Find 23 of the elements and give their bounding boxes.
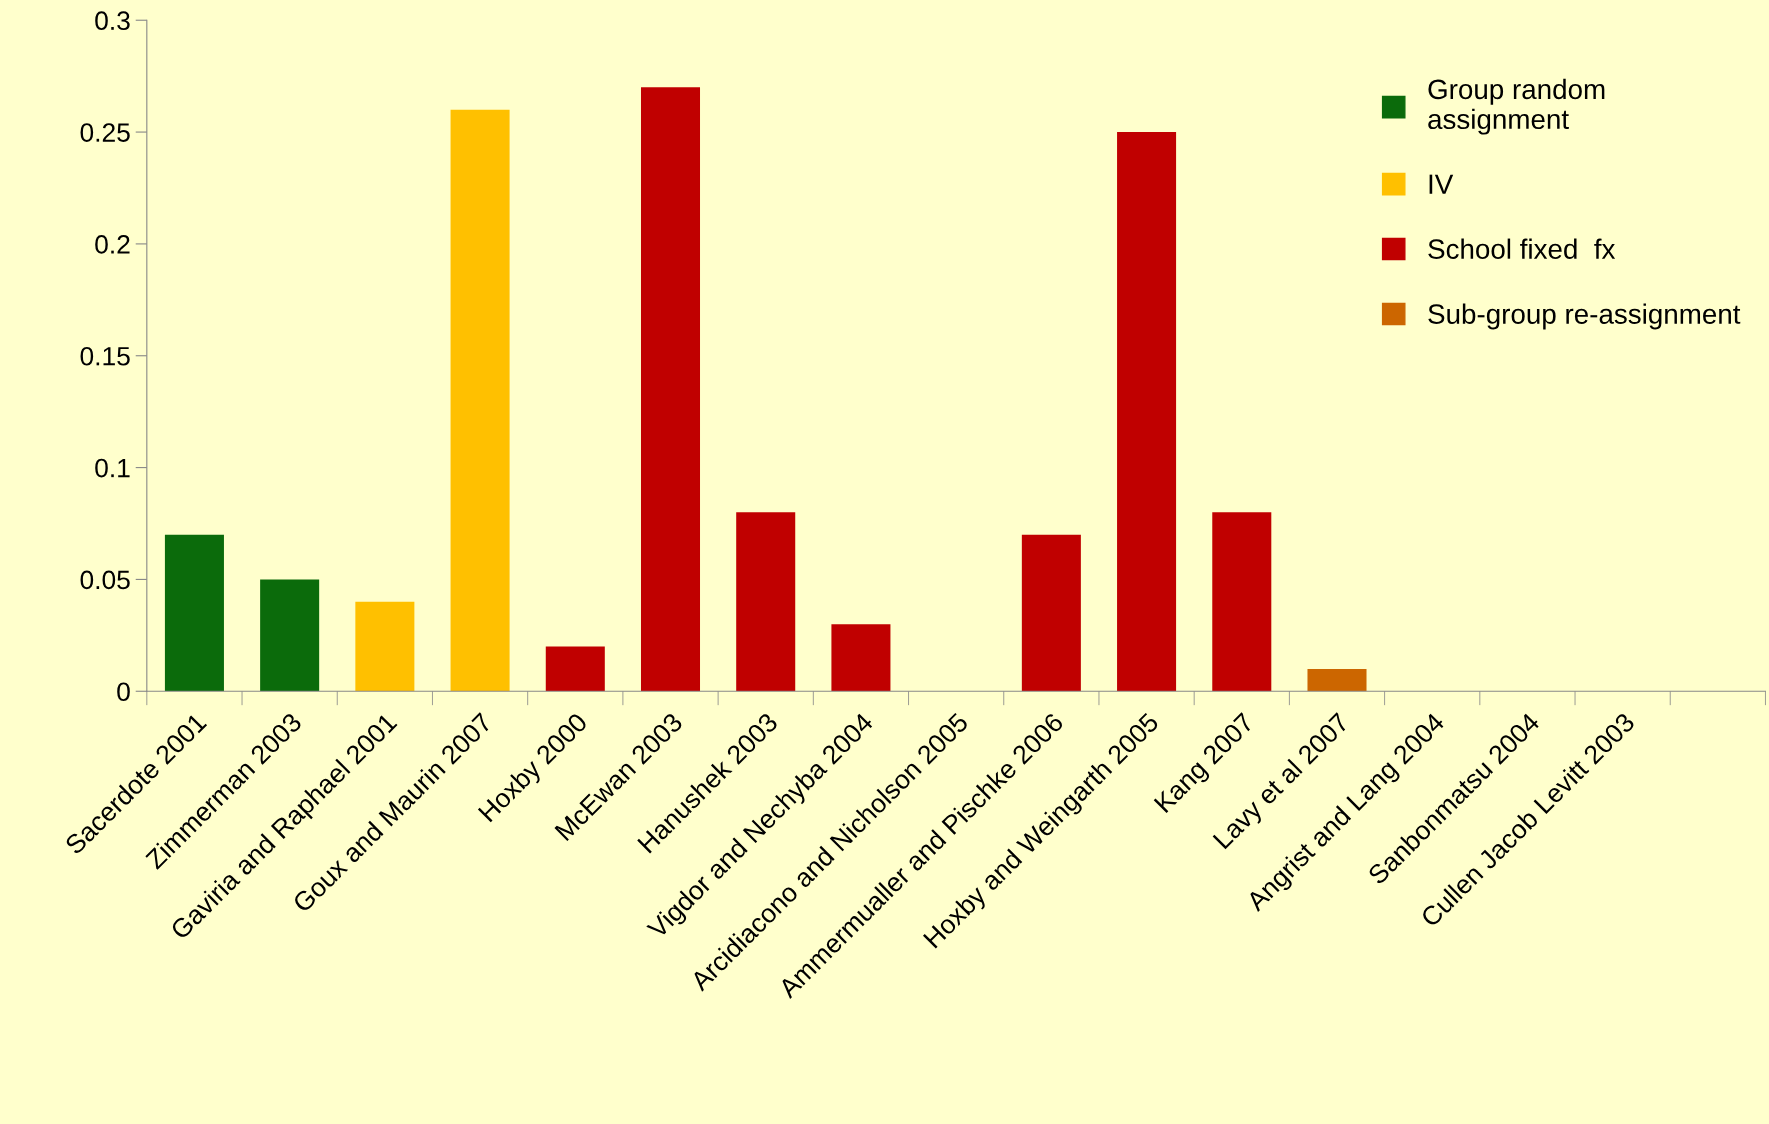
bar bbox=[450, 109, 510, 692]
y-tick-label: 0.2 bbox=[95, 235, 130, 254]
bar bbox=[545, 646, 605, 692]
y-tick-label: 0.05 bbox=[80, 570, 130, 590]
bar bbox=[736, 512, 796, 692]
bar bbox=[164, 534, 224, 692]
bar bbox=[1117, 132, 1177, 692]
y-tick-label: 0.15 bbox=[80, 346, 130, 366]
bar bbox=[831, 624, 891, 692]
bar bbox=[1212, 512, 1272, 692]
legend-label: Sub-group re-assignment bbox=[1428, 303, 1741, 330]
bar bbox=[260, 579, 320, 692]
y-tick-label: 0.25 bbox=[80, 123, 130, 142]
legend-label: IV bbox=[1429, 174, 1454, 194]
bar bbox=[355, 601, 415, 692]
y-tick-label: 0 bbox=[117, 682, 130, 702]
legend-label: Group random assignment bbox=[1428, 78, 1605, 135]
y-tick-label: 0.1 bbox=[95, 458, 130, 478]
bar bbox=[640, 87, 701, 692]
bar bbox=[1307, 668, 1367, 692]
y-tick-label: 0.3 bbox=[95, 11, 130, 31]
legend-label: School fixed fx bbox=[1428, 238, 1616, 259]
bar bbox=[1021, 534, 1081, 692]
